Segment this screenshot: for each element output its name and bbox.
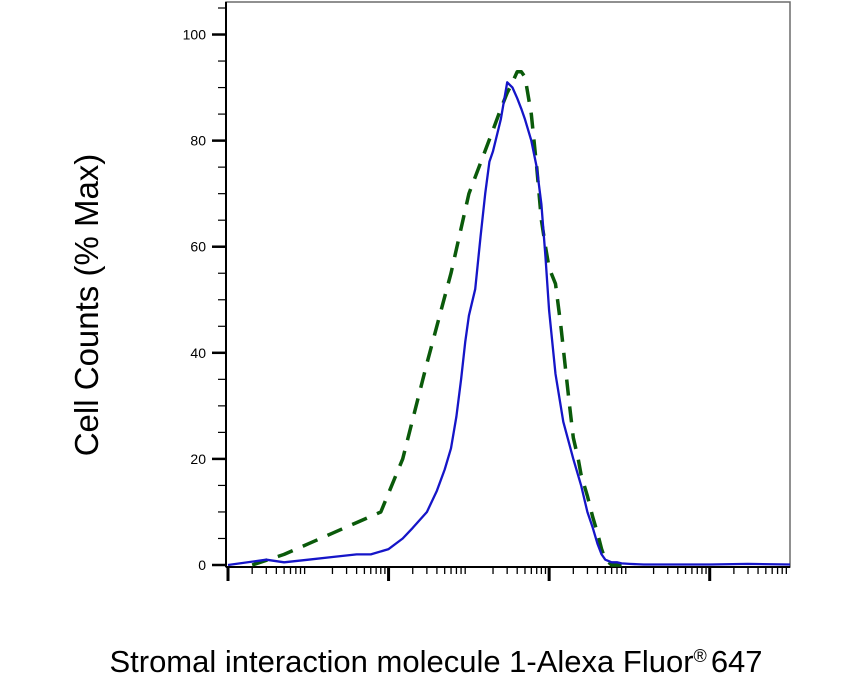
x-axis-ticks <box>226 567 787 581</box>
plot-frame <box>225 1 791 568</box>
series-layer <box>227 69 791 567</box>
y-tick-label: 100 <box>183 27 207 43</box>
y-tick-label: 80 <box>190 133 206 149</box>
y-tick-label: 40 <box>190 345 206 361</box>
x-axis-title: Stromal interaction molecule 1-Alexa Flu… <box>109 644 762 679</box>
y-axis-ticks: 0 20 40 60 80 100 <box>183 7 226 573</box>
y-tick-label: 60 <box>190 239 206 255</box>
x-axis-title-suffix: 647 <box>711 644 763 679</box>
x-axis-title-main: Stromal interaction molecule 1-Alexa Flu… <box>109 644 693 679</box>
x-axis-title-mark: ® <box>694 646 707 666</box>
y-tick-label: 0 <box>198 557 206 573</box>
y-tick-label: 20 <box>190 451 206 467</box>
y-axis-title: Cell Counts (% Max) <box>68 154 105 457</box>
series-line-solid <box>227 81 791 567</box>
